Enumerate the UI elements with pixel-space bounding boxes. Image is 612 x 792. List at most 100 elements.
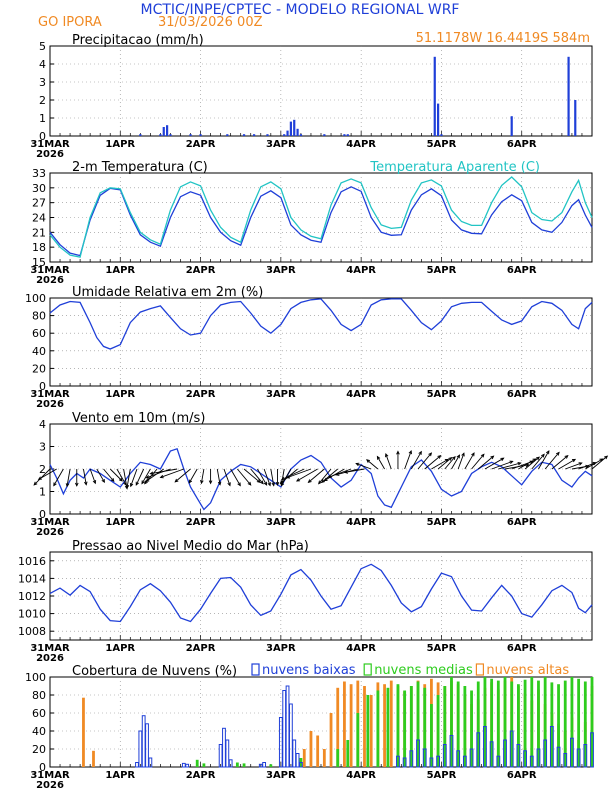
bar-nuvens-baixas [590, 732, 594, 768]
wind-vector-head [144, 480, 148, 485]
x-day-label: 5APR [427, 770, 457, 781]
wind-vector [385, 453, 392, 470]
bar-nuvens-baixas [536, 748, 541, 768]
wind-vector-head [490, 455, 495, 460]
wind-vector [135, 468, 145, 486]
bar-nuvens-baixas [295, 753, 300, 768]
wind-vector [130, 468, 138, 487]
wind-vector [174, 468, 191, 483]
panel-6: 0 20 40 60 80 100 31MAR 1APR 2APR 3APR 4APR 5APR 6AP… [25, 663, 594, 791]
wind-vector [200, 468, 205, 484]
y-tick-label: 24 [32, 212, 46, 225]
y-tick-label: 4 [39, 418, 46, 431]
wind-vector [281, 468, 305, 480]
y-tick-label: 1 [39, 486, 46, 499]
y-tick-label: 60 [32, 327, 46, 340]
wind-vector-head [159, 474, 164, 479]
wind-vector-head [118, 477, 123, 482]
legend-label: nuvens altas [486, 663, 569, 678]
bar-nuvens-medias [537, 680, 540, 767]
wind-vector [109, 468, 123, 482]
wind-vector-head [321, 479, 326, 484]
wind-vector-head [125, 484, 130, 489]
bar-nuvens-baixas [299, 762, 303, 768]
bar-nuvens-altas [343, 681, 346, 767]
wind-vector [431, 459, 449, 470]
wind-vector [524, 456, 540, 470]
wind-vector [477, 455, 494, 470]
wind-vector-head [545, 450, 550, 455]
y-tick-label: 2 [39, 463, 46, 476]
wind-vector [83, 468, 87, 485]
chart-panels: 0 1 2 3 4 5 31MAR 1APR 2APR 3APR 4APR 5APR 6APR 2026 P… [18, 33, 609, 791]
wind-vector-head [271, 482, 276, 487]
x-day-label: 3APR [266, 265, 296, 276]
panel-title: Cobertura de Nuvens (%) [72, 664, 237, 679]
wind-vector-head [604, 455, 609, 460]
bar-nuvens-baixas [262, 762, 267, 768]
wind-vector-head [418, 450, 422, 455]
y-tick-label: 0 [39, 508, 46, 521]
y-tick-label: 1010 [18, 608, 46, 621]
bar-nuvens-medias [423, 687, 427, 767]
bar-nuvens-baixas [285, 685, 290, 768]
x-day-label: 1APR [105, 770, 135, 781]
bar-nuvens-baixas [576, 748, 581, 768]
wind-vector [230, 468, 241, 486]
legend-label: nuvens baixas [262, 663, 356, 678]
series-line-pressao [49, 563, 593, 623]
bar-nuvens-altas [369, 695, 373, 767]
wind-vector-head [135, 481, 140, 486]
bar-nuvens-medias [376, 690, 380, 767]
bar-nuvens-medias [483, 677, 487, 767]
x-year-label: 2026 [36, 149, 64, 160]
wind-vector-head [275, 481, 280, 487]
x-year-label: 2026 [36, 527, 64, 538]
wind-vector [424, 455, 441, 470]
bar-nuvens-medias [366, 695, 370, 767]
x-day-label: 5APR [427, 139, 457, 150]
x-day-label: 6APR [507, 517, 537, 528]
panel-title: Pressao ao Nivel Medio do Mar (hPa) [72, 539, 309, 554]
wind-vector [103, 468, 115, 482]
bar-nuvens-medias [346, 740, 350, 767]
bar-nuvens-altas [82, 697, 85, 767]
bar-precipitacao [567, 56, 570, 136]
y-tick-label: 0 [39, 761, 46, 774]
bar-nuvens-altas [316, 735, 320, 767]
bar-nuvens-baixas [476, 732, 481, 768]
wind-vector [518, 458, 536, 470]
panel-title: Umidade Relativa em 2m (%) [72, 285, 263, 300]
wind-vector-head [145, 478, 150, 482]
bar-nuvens-baixas [509, 730, 514, 768]
wind-vector [188, 468, 198, 484]
bar-nuvens-altas [329, 713, 333, 767]
y-tick-label: 1016 [18, 555, 46, 568]
y-tick-label: 1012 [18, 590, 46, 603]
bar-nuvens-medias [235, 762, 239, 767]
bar-nuvens-medias [430, 704, 433, 767]
bar-nuvens-baixas [138, 730, 143, 768]
bar-nuvens-medias [550, 682, 554, 767]
wind-vector-head [259, 480, 264, 485]
bar-precipitacao [286, 130, 289, 136]
wind-vector [585, 458, 603, 470]
bar-nuvens-baixas [436, 755, 440, 768]
bar-nuvens-medias [510, 681, 514, 767]
bar-precipitacao [574, 100, 577, 136]
bar-nuvens-baixas [556, 746, 561, 768]
y-tick-label: 0 [39, 380, 46, 393]
wind-vector [66, 468, 71, 487]
y-tick-label: 27 [32, 197, 46, 210]
x-day-label: 3APR [266, 643, 296, 654]
wind-vector [457, 453, 465, 470]
wind-vector-head [471, 452, 475, 457]
x-day-label: 4APR [346, 643, 376, 654]
bar-nuvens-medias [463, 686, 467, 767]
bar-nuvens-medias [242, 763, 246, 767]
bar-nuvens-baixas [228, 759, 233, 768]
y-tick-label: 60 [32, 707, 46, 720]
x-day-label: 5APR [427, 643, 457, 654]
x-year-label: 2026 [36, 780, 64, 791]
bar-nuvens-altas [92, 750, 95, 767]
